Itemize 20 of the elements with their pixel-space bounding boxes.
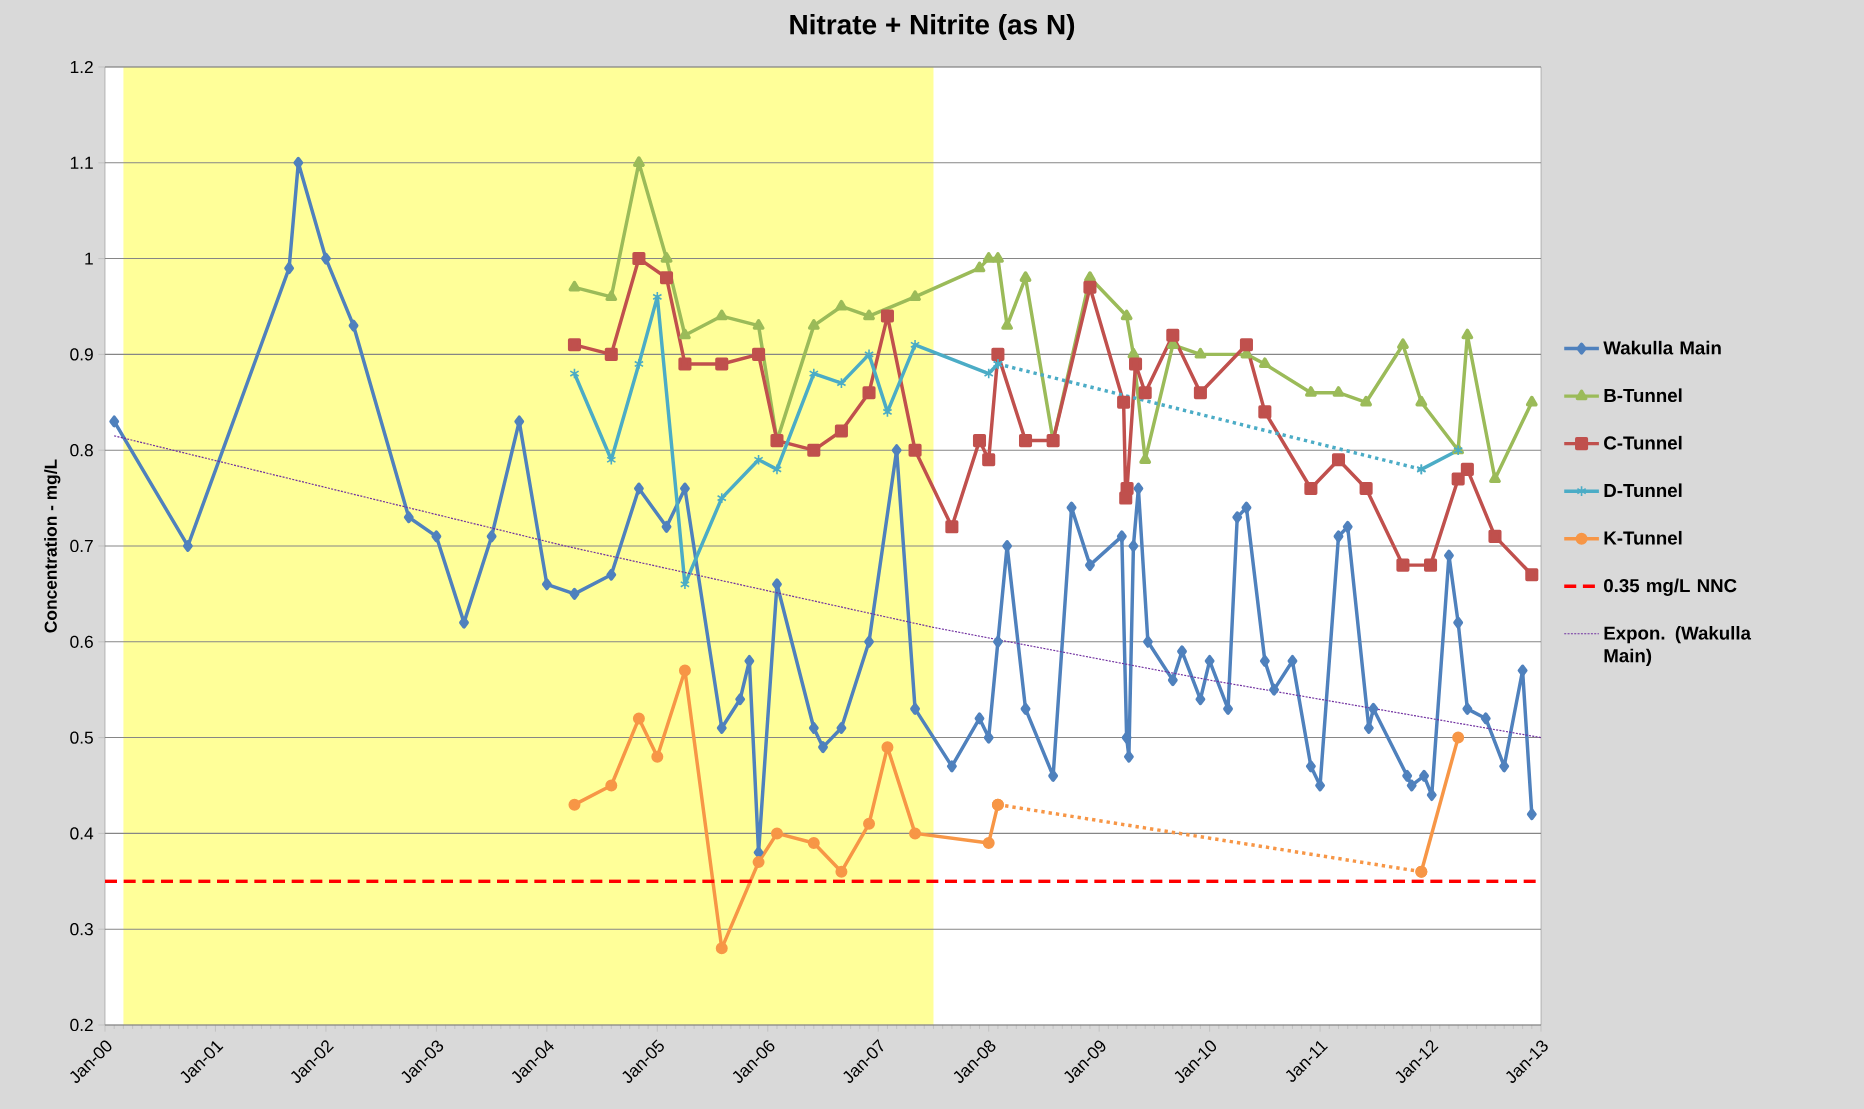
y-tick-label: 1.2 bbox=[70, 60, 93, 74]
legend-label: Wakulla Main bbox=[1603, 340, 1721, 355]
y-tick-label: 0.2 bbox=[70, 1018, 93, 1032]
legend-label: C-Tunnel bbox=[1604, 435, 1682, 450]
y-tick-label: 0.3 bbox=[70, 923, 93, 936]
legend-label: 0.35 mg/L NNC bbox=[1604, 578, 1737, 596]
y-axis-title: Concentration - mg/L bbox=[44, 459, 61, 633]
legend-label: K-Tunnel bbox=[1604, 530, 1682, 545]
y-tick-label: 0.9 bbox=[70, 348, 93, 361]
legend-label: B-Tunnel bbox=[1604, 388, 1682, 403]
y-tick-label: 0.6 bbox=[70, 635, 93, 648]
y-tick-label: 0.8 bbox=[70, 444, 93, 457]
y-tick-label: 1 bbox=[85, 252, 93, 265]
legend-label: D-Tunnel bbox=[1604, 483, 1682, 498]
y-tick-label: 0.5 bbox=[70, 731, 93, 744]
y-tick-label: 1.1 bbox=[70, 156, 93, 169]
y-tick-label: 0.7 bbox=[70, 539, 93, 553]
chart-title: Nitrate + Nitrite (as N) bbox=[790, 13, 1075, 41]
legend-label: Expon. (Wakulla Main) bbox=[1604, 625, 1752, 667]
y-tick-label: 0.4 bbox=[70, 827, 94, 840]
